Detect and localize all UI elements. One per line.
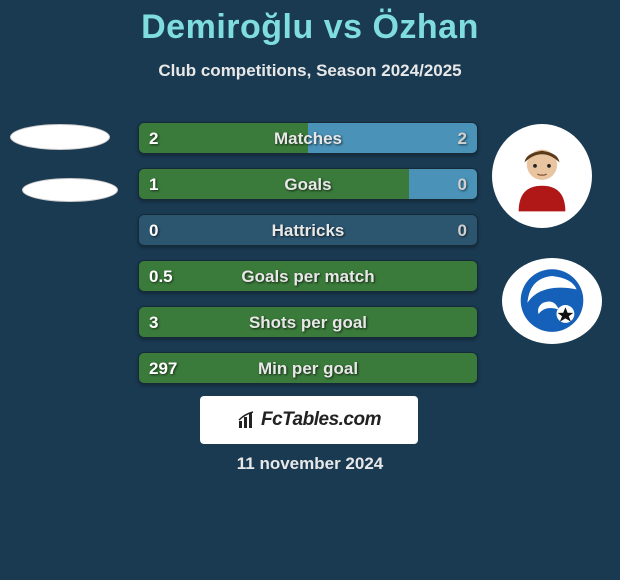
stat-bar: 0Hattricks0 (138, 214, 478, 246)
stat-label: Hattricks (139, 215, 477, 246)
team-left-logo-placeholder (22, 178, 118, 202)
stat-value-right: 0 (458, 215, 467, 246)
stat-value-right: 0 (458, 169, 467, 200)
team-right-logo (502, 258, 602, 344)
footer-date: 11 november 2024 (0, 454, 620, 474)
subtitle: Club competitions, Season 2024/2025 (0, 61, 620, 81)
stat-bar: 0.5Goals per match (138, 260, 478, 292)
stat-bar: 297Min per goal (138, 352, 478, 384)
stat-label: Goals (139, 169, 477, 200)
person-icon (507, 140, 577, 213)
stat-label: Min per goal (139, 353, 477, 384)
stat-bar: 2Matches2 (138, 122, 478, 154)
club-badge-icon (513, 267, 591, 334)
stat-bar: 3Shots per goal (138, 306, 478, 338)
brand-badge[interactable]: FcTables.com (200, 396, 418, 444)
comparison-bars: 2Matches21Goals00Hattricks00.5Goals per … (138, 122, 478, 398)
stat-bar: 1Goals0 (138, 168, 478, 200)
stat-value-right: 2 (458, 123, 467, 154)
stat-label: Goals per match (139, 261, 477, 292)
stat-label: Shots per goal (139, 307, 477, 338)
chart-icon (237, 410, 257, 430)
stat-label: Matches (139, 123, 477, 154)
page-title: Demiroğlu vs Özhan (0, 0, 620, 47)
player-right-avatar (492, 124, 592, 228)
brand-label: FcTables.com (261, 409, 381, 431)
player-left-avatar-placeholder (10, 124, 110, 150)
